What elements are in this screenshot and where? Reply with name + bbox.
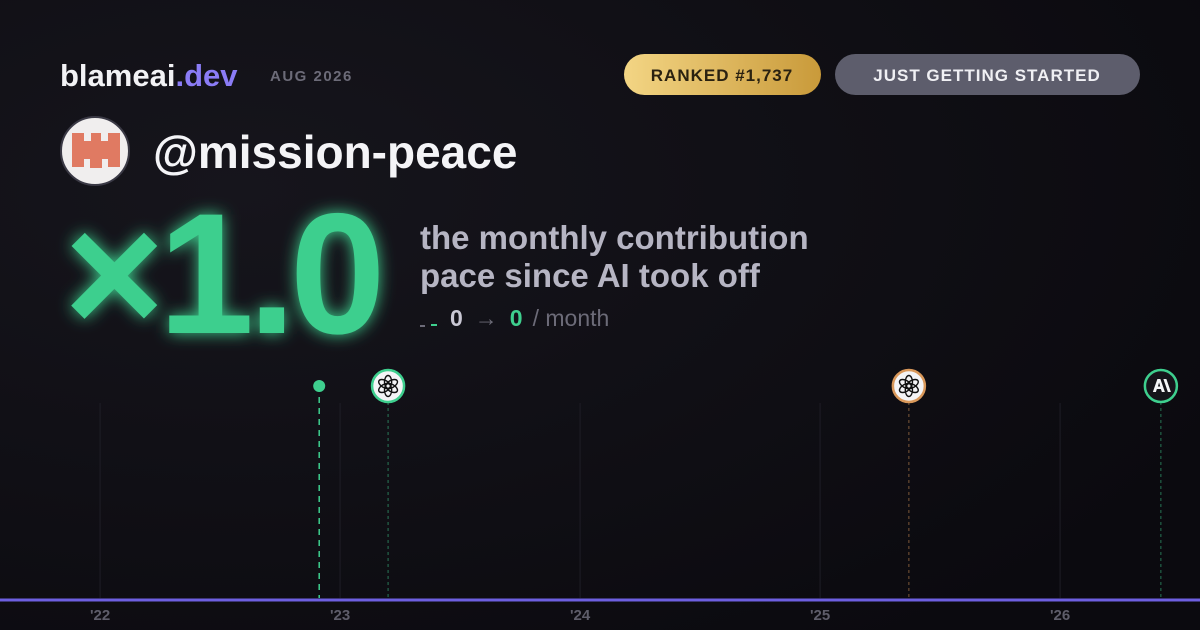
- unit: / month: [533, 305, 610, 331]
- event-icon: [370, 368, 406, 404]
- icon-ring: [370, 368, 406, 404]
- brand: blameai.dev: [60, 58, 238, 93]
- icon-petal: [898, 378, 913, 390]
- event-dot: [313, 380, 326, 392]
- date: AUG 2026: [270, 68, 353, 85]
- before-value: 0: [450, 305, 463, 331]
- timeline: '22 '23 '24 '25 '26: [0, 368, 1200, 624]
- x-tick-label: '24: [570, 607, 591, 624]
- icon-glyph: [1152, 379, 1171, 392]
- sparkline: [420, 324, 437, 327]
- x-tick-label: '26: [1050, 607, 1070, 624]
- status-badge-text: JUST GETTING STARTED: [873, 66, 1100, 85]
- x-tick-label: '23: [330, 607, 350, 624]
- pace-line: 0 → 0 / month: [450, 305, 609, 331]
- event-icon: [891, 368, 927, 404]
- description: pace since AI took off: [420, 257, 761, 294]
- x-tick-label: '22: [90, 607, 110, 624]
- rank-badge: [624, 54, 821, 95]
- icon-ring: [891, 368, 927, 404]
- avatar: [60, 116, 130, 186]
- x-tick-label: '25: [810, 607, 830, 624]
- after-value: 0: [510, 305, 523, 331]
- multiplier: ×1.0: [64, 178, 380, 370]
- brand-name: blameai: [60, 58, 175, 93]
- event-icon: [1143, 368, 1179, 404]
- brand-suffix: .dev: [175, 58, 238, 93]
- arrow: →: [475, 305, 498, 331]
- username: @mission-peace: [153, 126, 517, 178]
- description: the monthly contribution: [420, 219, 809, 256]
- status-badge: [835, 54, 1140, 95]
- icon-petal: [378, 378, 392, 390]
- rank-badge-text: RANKED #1,737: [651, 66, 793, 85]
